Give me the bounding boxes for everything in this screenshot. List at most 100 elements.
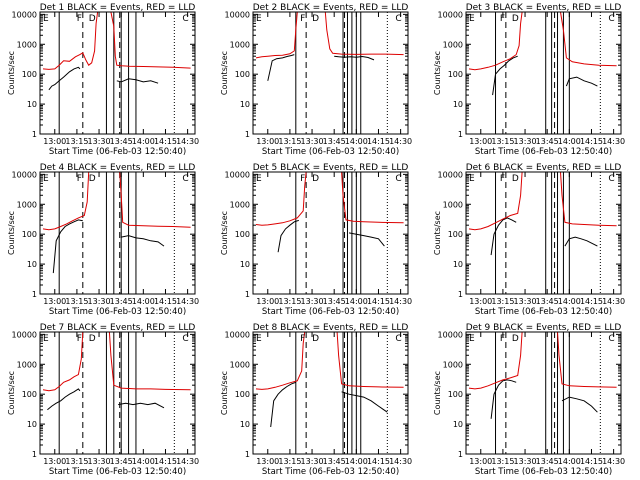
x-tick-label: 13:15	[65, 137, 88, 146]
x-tick-label: 14:15	[580, 457, 603, 466]
x-tick-label: 13:30	[88, 457, 111, 466]
y-tick-label: 1000	[443, 360, 463, 369]
x-tick-label: 14:00	[132, 457, 155, 466]
events-series-line	[121, 235, 165, 247]
lld-series-line	[336, 332, 404, 388]
chart-title: Det 6 BLACK = Events, RED = LLD	[466, 163, 622, 173]
x-tick-label: 13:00	[256, 137, 279, 146]
events-series-line	[565, 76, 598, 87]
marker-label-e: E	[256, 174, 262, 184]
x-tick-label: 14:30	[176, 137, 199, 146]
events-series-line	[492, 55, 518, 96]
x-tick-label: 13:00	[256, 457, 279, 466]
x-tick-label: 14:00	[558, 137, 581, 146]
y-tick-label: 1	[245, 130, 250, 139]
marker-label-d: D	[312, 334, 319, 344]
events-series-line	[116, 78, 159, 84]
chart-title: Det 3 BLACK = Events, RED = LLD	[466, 3, 622, 13]
plot-frame	[39, 171, 196, 295]
y-tick-label: 10000	[438, 10, 463, 19]
marker-label-d: D	[89, 14, 96, 24]
x-tick-label: 14:15	[367, 297, 390, 306]
plot-frame	[252, 11, 409, 135]
marker-label-c: C	[608, 334, 614, 344]
plot-frame	[39, 11, 196, 135]
y-tick-label: 100	[448, 230, 463, 239]
plot-frame	[465, 171, 622, 295]
plot-frame	[39, 331, 196, 455]
y-tick-label: 10000	[225, 10, 250, 19]
x-tick-label: 14:30	[176, 297, 199, 306]
y-tick-label: 10000	[12, 330, 37, 339]
plot-frame	[252, 171, 409, 295]
chart-title: Det 7 BLACK = Events, RED = LLD	[40, 323, 196, 333]
x-tick-label: 13:45	[110, 137, 133, 146]
y-axis-label: Counts/sec	[220, 211, 229, 255]
series-group	[42, 172, 191, 274]
y-tick-label: 1	[458, 290, 463, 299]
lld-series-line	[324, 12, 404, 56]
y-tick-label: 1000	[17, 200, 37, 209]
marker-label-e: E	[256, 334, 262, 344]
marker-lines	[495, 172, 601, 294]
x-tick-label: 14:30	[602, 457, 625, 466]
x-tick-label: 13:30	[88, 297, 111, 306]
y-tick-label: 100	[235, 230, 250, 239]
marker-label-f: F	[300, 14, 305, 24]
events-series-line	[334, 55, 375, 61]
x-tick-label: 14:15	[154, 457, 177, 466]
lld-series-line	[341, 172, 404, 224]
y-tick-label: 10	[453, 260, 463, 269]
lld-series-line	[119, 172, 191, 228]
marker-lines	[495, 332, 601, 454]
y-axis-label: Counts/sec	[433, 211, 442, 255]
x-tick-label: 14:30	[389, 137, 412, 146]
x-tick-label: 13:15	[278, 137, 301, 146]
lld-series-line	[468, 172, 523, 231]
x-tick-label: 14:00	[345, 457, 368, 466]
x-tick-label: 13:00	[469, 457, 492, 466]
plot-frame	[465, 11, 622, 135]
marker-label-c: C	[395, 174, 401, 184]
x-tick-label: 13:45	[323, 457, 346, 466]
x-tick-label: 14:00	[132, 137, 155, 146]
y-tick-label: 10	[240, 260, 250, 269]
y-tick-label: 1	[245, 450, 250, 459]
y-tick-label: 100	[448, 390, 463, 399]
marker-label-e: E	[469, 14, 475, 24]
plot-frame	[252, 331, 409, 455]
x-tick-label: 14:00	[558, 297, 581, 306]
lld-series-line	[560, 12, 617, 67]
y-tick-label: 1	[245, 290, 250, 299]
marker-label-c: C	[182, 174, 188, 184]
y-tick-label: 10	[27, 260, 37, 269]
y-tick-label: 1000	[230, 360, 250, 369]
marker-label-c: C	[182, 334, 188, 344]
marker-label-d: D	[512, 174, 519, 184]
x-tick-label: 14:00	[132, 297, 155, 306]
x-axis-label: Start Time (06-Feb-03 12:50:40)	[475, 307, 612, 317]
series-group	[255, 172, 404, 253]
x-axis-label: Start Time (06-Feb-03 12:50:40)	[262, 467, 399, 477]
y-tick-label: 10000	[12, 170, 37, 179]
marker-label-e: E	[469, 334, 475, 344]
lld-series-line	[255, 332, 306, 390]
x-tick-label: 14:30	[602, 137, 625, 146]
marker-label-c: C	[608, 174, 614, 184]
lld-series-line	[557, 332, 617, 388]
x-tick-label: 13:45	[536, 457, 559, 466]
marker-lines	[295, 172, 388, 294]
series-group	[42, 12, 191, 91]
x-tick-label: 14:15	[367, 137, 390, 146]
x-tick-label: 14:15	[367, 457, 390, 466]
y-tick-label: 100	[22, 70, 37, 79]
x-tick-label: 13:15	[65, 297, 88, 306]
y-axis-label: Counts/sec	[220, 51, 229, 95]
marker-label-e: E	[256, 14, 262, 24]
x-tick-label: 13:30	[88, 137, 111, 146]
marker-label-e: E	[469, 174, 475, 184]
